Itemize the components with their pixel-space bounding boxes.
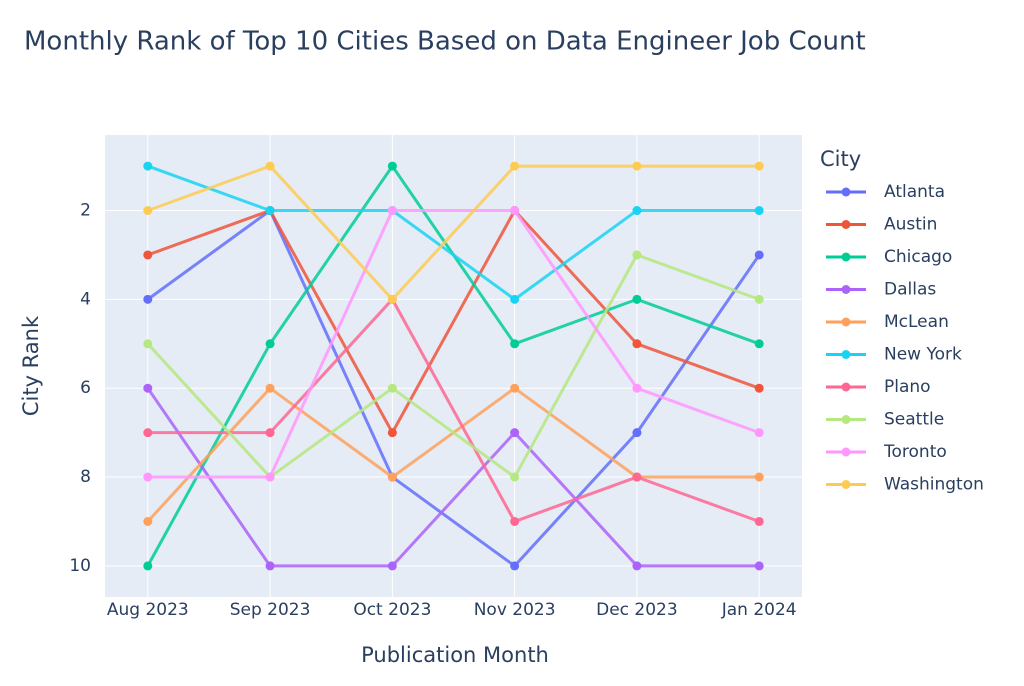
data-point <box>510 428 520 438</box>
legend-marker <box>841 187 851 197</box>
x-tick-label: Oct 2023 <box>353 600 431 620</box>
data-point <box>632 294 642 304</box>
y-tick-label: 4 <box>80 289 91 309</box>
y-tick-label: 10 <box>69 556 91 576</box>
data-point <box>510 516 520 526</box>
legend-label: Atlanta <box>884 182 945 202</box>
data-point <box>387 294 397 304</box>
data-point <box>143 250 153 260</box>
legend-marker <box>841 447 851 457</box>
data-point <box>510 294 520 304</box>
data-point <box>510 472 520 482</box>
legend-marker <box>841 252 851 262</box>
data-point <box>265 383 275 393</box>
series-line <box>147 164 760 302</box>
data-point <box>143 206 153 216</box>
data-point <box>387 561 397 571</box>
data-point <box>510 206 520 216</box>
data-point <box>632 250 642 260</box>
legend-label: Washington <box>884 475 984 495</box>
legend-label: Chicago <box>884 247 952 267</box>
legend-marker <box>841 382 851 392</box>
data-point <box>754 428 764 438</box>
data-point <box>143 561 153 571</box>
legend-label: Seattle <box>884 410 944 430</box>
data-point <box>510 383 520 393</box>
series-line <box>147 164 760 302</box>
series-line <box>146 387 760 568</box>
data-point <box>265 428 275 438</box>
data-point <box>632 383 642 393</box>
legend-label: McLean <box>884 312 949 332</box>
legend-label: Austin <box>884 215 937 235</box>
chart-title: Monthly Rank of Top 10 Cities Based on D… <box>24 27 866 57</box>
series-line <box>147 296 760 524</box>
data-point <box>510 339 520 349</box>
x-tick-label: Aug 2023 <box>107 600 189 620</box>
data-point <box>143 161 153 171</box>
legend-title: City <box>820 147 861 171</box>
data-point <box>265 339 275 349</box>
legend-label: Toronto <box>883 442 947 462</box>
x-tick-label: Sep 2023 <box>230 600 311 620</box>
data-point <box>387 161 397 171</box>
x-tick-label: Jan 2024 <box>721 600 797 620</box>
data-point <box>632 472 642 482</box>
y-tick-label: 2 <box>80 201 91 221</box>
data-point <box>754 206 764 216</box>
data-point <box>754 294 764 304</box>
legend-marker <box>841 285 851 294</box>
data-point <box>143 383 153 393</box>
data-point <box>754 516 764 526</box>
data-point <box>265 561 275 571</box>
data-point <box>265 472 275 482</box>
series-line <box>146 208 761 568</box>
x-tick-label: Nov 2023 <box>474 600 556 620</box>
data-point <box>143 339 153 349</box>
legend-label: New York <box>884 345 962 365</box>
series-line <box>147 207 760 436</box>
data-point <box>143 516 153 526</box>
data-point <box>387 428 397 438</box>
data-point <box>143 472 153 482</box>
data-point <box>510 161 520 171</box>
data-point <box>632 561 642 571</box>
data-point <box>754 383 764 393</box>
data-point <box>265 206 275 216</box>
data-point <box>143 428 153 438</box>
data-point <box>754 161 764 171</box>
data-point <box>754 250 764 260</box>
data-point <box>143 294 153 304</box>
data-point <box>754 339 764 349</box>
legend-marker <box>841 220 851 229</box>
legend-marker <box>841 480 851 489</box>
series-line <box>146 253 760 480</box>
data-point <box>754 472 764 482</box>
x-axis-title: Publication Month <box>361 643 549 667</box>
x-tick-label: Dec 2023 <box>596 600 678 620</box>
y-tick-label: 6 <box>80 378 91 398</box>
data-point <box>754 561 764 571</box>
legend-marker <box>841 350 851 359</box>
data-point <box>632 206 642 216</box>
data-point <box>265 161 275 171</box>
data-point <box>632 161 642 171</box>
y-axis-title: City Rank <box>19 315 43 416</box>
data-point <box>632 428 642 438</box>
y-tick-label: 8 <box>80 467 91 487</box>
data-point <box>632 339 642 349</box>
legend-label: Dallas <box>884 280 936 300</box>
data-point <box>387 206 397 216</box>
data-point <box>510 561 520 571</box>
data-point <box>387 383 397 393</box>
legend-marker <box>841 317 851 327</box>
legend-marker <box>841 415 851 424</box>
series-line <box>147 209 760 479</box>
legend-label: Plano <box>884 377 931 397</box>
data-point <box>387 472 397 482</box>
